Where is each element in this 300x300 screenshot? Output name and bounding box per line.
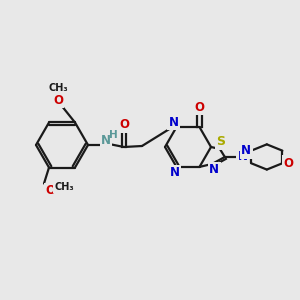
Text: N: N (209, 164, 219, 176)
Text: O: O (284, 157, 293, 170)
Text: N: N (169, 116, 178, 129)
Text: H: H (109, 130, 117, 140)
Text: O: O (119, 118, 129, 131)
Text: N: N (238, 151, 248, 164)
Text: O: O (194, 100, 205, 114)
Text: N: N (101, 134, 111, 148)
Text: O: O (53, 94, 63, 107)
Text: CH₃: CH₃ (54, 182, 74, 191)
Text: N: N (169, 167, 179, 179)
Text: CH₃: CH₃ (48, 83, 68, 94)
Text: N: N (241, 144, 251, 157)
Text: S: S (216, 136, 225, 148)
Text: O: O (45, 184, 55, 197)
